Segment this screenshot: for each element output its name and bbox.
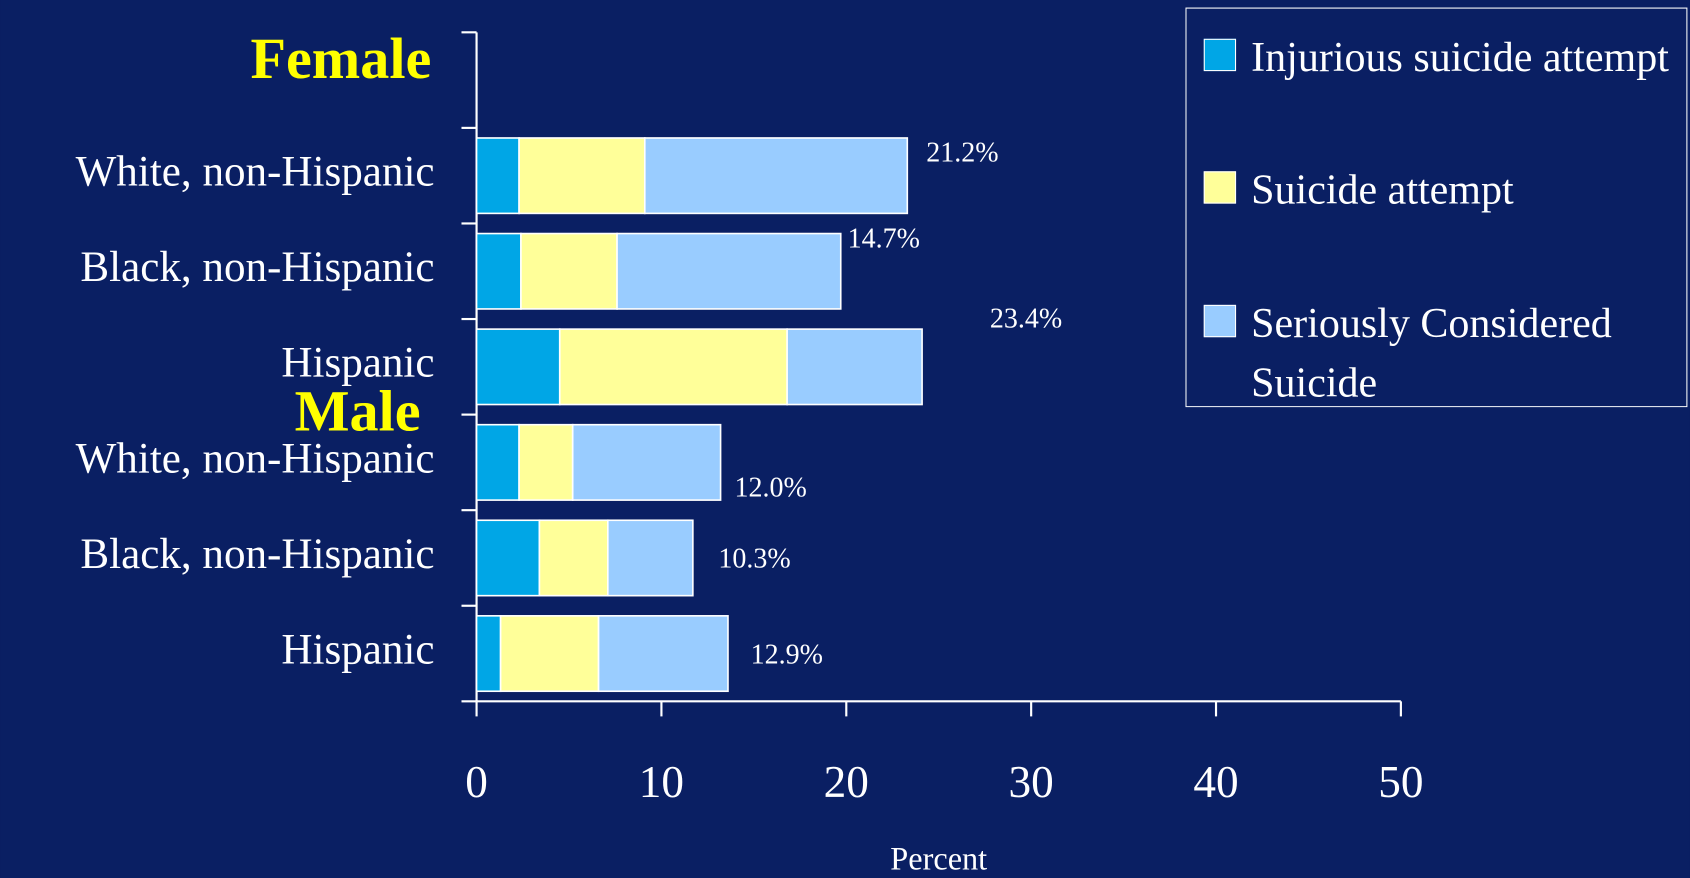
bar-segment [520, 232, 618, 310]
bar-segment [786, 328, 923, 406]
bar-segment [607, 519, 694, 597]
legend-swatch [1203, 171, 1237, 204]
bar-segment [499, 615, 600, 693]
annotation: 21.2% [926, 138, 998, 169]
legend-box: Injurious suicide attempt Suicide attempt… [1185, 7, 1688, 408]
category-label: Black, non-Hispanic [80, 244, 434, 291]
x-tick-label: 40 [1193, 757, 1238, 807]
bar-segment [518, 423, 574, 501]
annotation: 10.3% [718, 544, 790, 575]
category-label: White, non-Hispanic [76, 149, 435, 196]
category-label: Hispanic [281, 340, 434, 387]
annotation: 12.9% [751, 640, 823, 671]
bar-segment [518, 137, 646, 215]
x-tick-label: 0 [465, 757, 488, 807]
category-label: White, non-Hispanic [76, 435, 435, 482]
bar-segment [558, 328, 788, 406]
bar-segment [475, 519, 541, 597]
x-tick-label: 30 [1009, 757, 1054, 807]
bar-segment [475, 423, 520, 501]
bar-segment [475, 137, 520, 215]
x-tick-label: 50 [1378, 757, 1423, 807]
x-tick-label: 10 [639, 757, 684, 807]
x-tick-label: 20 [824, 757, 869, 807]
bar-segment [538, 519, 609, 597]
bar-segment [475, 615, 502, 693]
legend-swatch [1203, 304, 1237, 338]
legend-label: Suicide attempt [1251, 166, 1514, 214]
annotation: 14.7% [848, 224, 920, 255]
legend-swatch [1203, 38, 1237, 72]
bar-segment [616, 232, 842, 310]
category-label: Hispanic [281, 626, 434, 673]
annotation: 23.4% [990, 303, 1062, 334]
legend-label: Injurious suicide attempt [1251, 34, 1669, 81]
legend-label: Seriously Considered Suicide [1251, 300, 1612, 407]
bar-segment [643, 137, 909, 215]
x-axis-label: Percent [890, 840, 987, 876]
bar-segment [597, 615, 729, 693]
bar-segment [571, 423, 722, 501]
legend: Injurious suicide attempt Suicide attempt… [1185, 7, 1688, 408]
bar-segment [475, 232, 522, 310]
group-label: Male [295, 378, 421, 443]
category-label: Black, non-Hispanic [80, 531, 434, 578]
bar-segment [475, 328, 561, 406]
group-label: Female [250, 26, 431, 91]
annotation: 12.0% [735, 473, 807, 504]
